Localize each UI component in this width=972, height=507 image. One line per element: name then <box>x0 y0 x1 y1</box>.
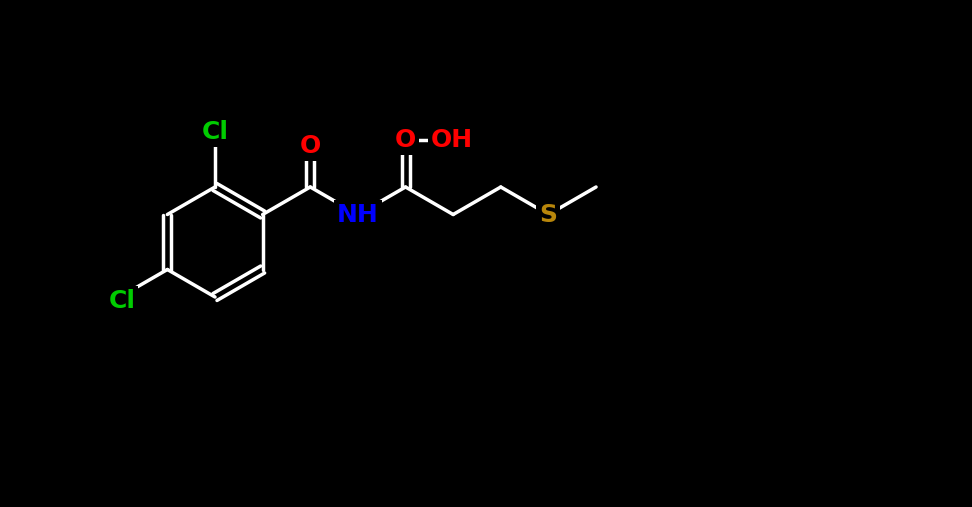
Text: O: O <box>395 128 416 152</box>
Text: S: S <box>539 202 557 227</box>
Text: OH: OH <box>431 128 472 152</box>
Text: O: O <box>299 134 321 158</box>
Text: Cl: Cl <box>109 289 135 313</box>
Text: NH: NH <box>337 202 379 227</box>
Text: Cl: Cl <box>201 120 228 144</box>
